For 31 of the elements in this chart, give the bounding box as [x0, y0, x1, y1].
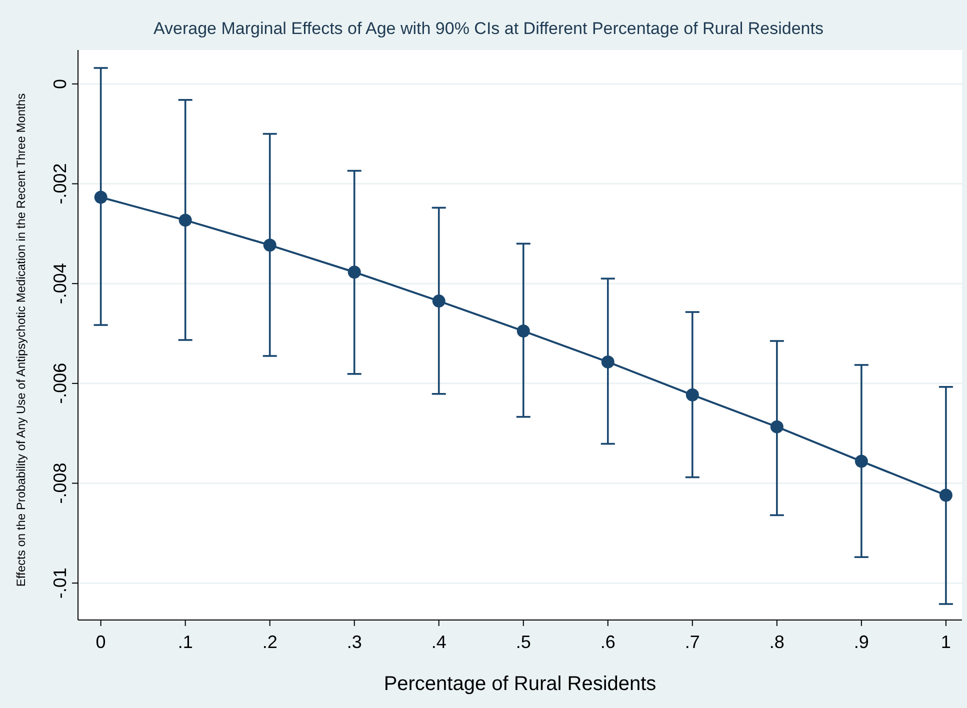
x-tick-label: .8 [769, 632, 784, 652]
point [854, 454, 868, 468]
point [178, 214, 192, 227]
x-tick-label: .9 [854, 632, 869, 652]
point [770, 420, 784, 434]
y-tick-label: -.008 [50, 462, 70, 504]
point [432, 294, 446, 308]
y-tick-label: -.006 [50, 362, 70, 404]
y-tick-label: -.01 [50, 568, 70, 599]
x-tick-label: 0 [96, 632, 106, 652]
point [601, 355, 614, 368]
y-tick-label: 0 [50, 78, 70, 89]
point [94, 190, 108, 204]
x-tick-label: .7 [684, 632, 700, 652]
x-tick-label: .3 [346, 632, 362, 652]
point [939, 488, 952, 502]
y-tick-label: -.004 [50, 263, 70, 304]
y-tick-label: -.002 [50, 163, 70, 204]
x-tick-label: 1 [940, 632, 951, 652]
x-tick-label: .4 [431, 632, 446, 652]
x-tick-label: .1 [178, 632, 193, 652]
point [686, 388, 699, 402]
x-axis-title: Percentage of Rural Residents [384, 673, 656, 695]
point [516, 324, 530, 338]
x-tick-label: .6 [600, 632, 616, 652]
x-tick-label: .2 [262, 632, 278, 652]
y-axis-title: Effects on the Probability of Any Use of Antipsychotic Medication in the Recent Three Months [14, 93, 28, 587]
point [263, 238, 276, 252]
point [348, 266, 361, 279]
chart-title: Average Marginal Effects of Age with 90% CIs at Different Percentage of Rural Residents [154, 19, 824, 38]
x-tick-label: .5 [516, 632, 531, 652]
